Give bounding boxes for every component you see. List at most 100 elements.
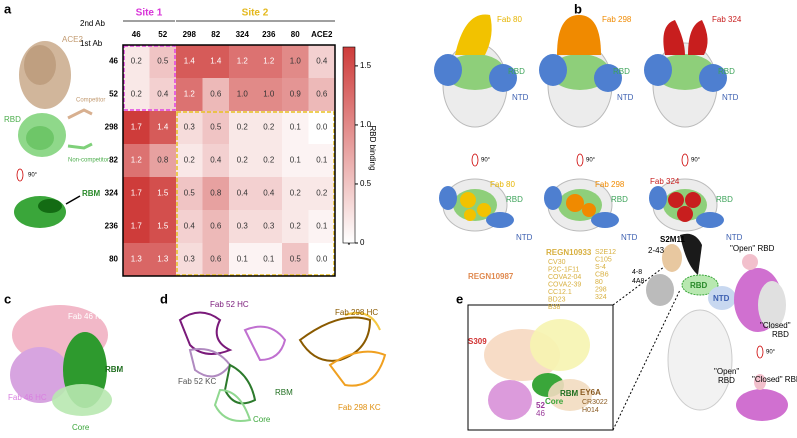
kc52-label: Fab 52 KC: [178, 377, 216, 386]
colorbar-tick-label: 1.0: [360, 120, 372, 129]
heatmap-cell: [255, 243, 282, 276]
cell-value: 0.3: [184, 123, 196, 132]
fab-label: Fab 324: [712, 15, 742, 24]
closed-label: "Closed" RBD: [752, 375, 797, 384]
regn10987-label: REGN10987: [468, 272, 514, 281]
rbd-label: RBD: [611, 195, 628, 204]
ey6a-label: EY6A: [580, 388, 601, 397]
hc52-label: Fab 52 HC: [210, 300, 249, 309]
cell-value: 0.2: [237, 123, 249, 132]
cell-value: 1.4: [210, 57, 222, 66]
ntd-label: NTD: [722, 93, 739, 102]
heatmap-cell: [176, 144, 203, 177]
cell-value: 0.5: [184, 189, 196, 198]
cell-value: 0.1: [237, 255, 249, 264]
heatmap-cell: [229, 177, 256, 210]
closed-label: RBD: [772, 330, 789, 339]
kc-label: Fab 46 KC: [68, 312, 106, 321]
ab4a8-label: 4A8: [632, 278, 645, 285]
e-structure: [484, 233, 788, 421]
ace2-rbd-structure: [14, 41, 93, 228]
heatmap-cell: [282, 45, 309, 78]
heatmap-cell: [123, 78, 150, 111]
cell-value: 1.4: [157, 123, 169, 132]
panel-label: c: [4, 291, 11, 306]
heatmap-cell: [202, 243, 229, 276]
cell-value: 0.5: [157, 57, 169, 66]
cell-value: 0.2: [316, 189, 328, 198]
cell-value: 0.1: [263, 255, 275, 264]
heatmap-cell: [176, 45, 203, 78]
ntd-label: NTD: [512, 93, 529, 102]
heatmap-cell: [202, 45, 229, 78]
heatmap-cell: [282, 210, 309, 243]
heatmap-cell: [229, 45, 256, 78]
antibody-label: C105: [595, 256, 612, 263]
heatmap-cell: [255, 210, 282, 243]
closed-label: "Closed": [760, 321, 791, 330]
cell-value: 1.7: [131, 222, 143, 231]
column-label: ACE2: [311, 30, 333, 39]
heatmap-cell: [202, 111, 229, 144]
rotation-label: 90°: [691, 158, 701, 164]
rbd-label: RBD: [690, 281, 708, 290]
antibody-label: 298: [595, 286, 607, 293]
cell-value: 0.1: [316, 222, 328, 231]
cell-value: 0.3: [263, 222, 275, 231]
column-label: 80: [291, 30, 300, 39]
column-label: 298: [183, 30, 197, 39]
heatmap-cell: [202, 144, 229, 177]
heatmap-cell: [282, 78, 309, 111]
cell-value: 1.0: [263, 90, 275, 99]
row-label: 46: [109, 57, 118, 66]
row-label: 80: [109, 255, 118, 264]
heatmap-frame: [122, 44, 336, 277]
rotation-label: 90°: [28, 173, 38, 179]
regn10933-label: REGN10933: [546, 248, 592, 257]
heatmap-cell: [149, 144, 176, 177]
heatmap-cell: [176, 243, 203, 276]
rbm-label: RBM: [82, 189, 101, 198]
cell-value: 0.5: [290, 255, 302, 264]
ab48-label: 4-8: [632, 269, 642, 276]
colorbar-tick-label: 0: [360, 238, 365, 247]
cell-value: 0.6: [210, 255, 222, 264]
cell-value: 0.2: [263, 123, 275, 132]
heatmap-cell: [176, 78, 203, 111]
fab-label: Fab 298: [602, 15, 632, 24]
heatmap-cell: [149, 177, 176, 210]
non-competitor-label: Non-competitor: [68, 158, 109, 164]
column-label: 236: [262, 30, 276, 39]
cell-value: 0.3: [184, 255, 196, 264]
cell-value: 1.0: [237, 90, 249, 99]
antibody-label: CR3022: [582, 399, 608, 406]
heatmap-cell: [255, 177, 282, 210]
cell-value: 0.0: [316, 255, 328, 264]
colorbar: [342, 46, 356, 244]
heatmap-cell: [255, 144, 282, 177]
row-label: 52: [109, 90, 118, 99]
core-label: Core: [72, 423, 90, 432]
heatmap-cell: [176, 111, 203, 144]
column-label: 46: [132, 30, 141, 39]
heatmap-cell: [149, 111, 176, 144]
fab-label: Fab 324: [650, 177, 680, 186]
cell-value: 0.5: [210, 123, 222, 132]
core-label: Core: [253, 415, 271, 424]
antibody-label: H014: [582, 407, 599, 414]
heatmap-cell: [123, 243, 150, 276]
heatmap-cell: [255, 111, 282, 144]
column-label: 82: [211, 30, 220, 39]
hc298-label: Fab 298 HC: [335, 308, 378, 317]
inset-box: [467, 304, 614, 431]
cell-value: 0.6: [210, 90, 222, 99]
s309-label: S309: [468, 337, 487, 346]
row-label: 298: [105, 123, 119, 132]
heatmap-cell: [229, 243, 256, 276]
cell-value: 1.2: [263, 57, 275, 66]
rotation-label: 90°: [586, 158, 596, 164]
panel-label: d: [160, 291, 168, 306]
cell-value: 0.2: [290, 189, 302, 198]
cell-value: 0.4: [157, 90, 169, 99]
kc298-label: Fab 298 KC: [338, 403, 381, 412]
